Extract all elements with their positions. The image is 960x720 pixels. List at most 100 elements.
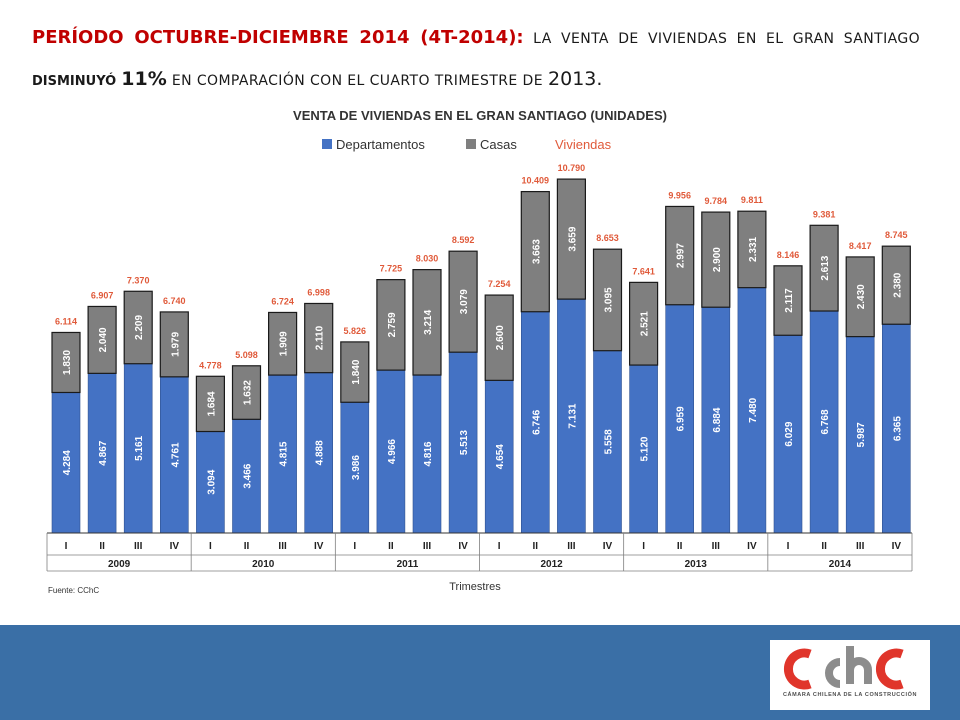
bar-casas bbox=[520, 190, 550, 313]
tick-label-quarter: I bbox=[65, 541, 68, 552]
label-viviendas: 8.592 bbox=[452, 235, 475, 245]
label-casas: 3.214 bbox=[423, 309, 434, 334]
tick-label-quarter: II bbox=[677, 541, 683, 552]
label-casas: 2.600 bbox=[495, 325, 506, 350]
label-departamentos: 3.466 bbox=[243, 463, 254, 488]
label-departamentos: 4.888 bbox=[315, 440, 326, 465]
bar-casas bbox=[340, 341, 370, 403]
bar-casas bbox=[845, 256, 875, 338]
bar-departamentos bbox=[123, 363, 153, 534]
bar-casas bbox=[304, 302, 334, 374]
bar-departamentos bbox=[412, 374, 442, 534]
axis-layer: I II III IV I II III IV I II III IV I II III IV I II III IV… bbox=[46, 532, 913, 572]
label-casas: 3.659 bbox=[567, 226, 578, 251]
label-casas: 2.117 bbox=[784, 288, 795, 313]
source-note: Fuente: CChC bbox=[48, 586, 99, 595]
label-departamentos: 6.884 bbox=[712, 407, 723, 432]
bar-casas bbox=[592, 248, 623, 352]
tick-label-quarter: II bbox=[99, 541, 105, 552]
label-departamentos: 5.558 bbox=[604, 429, 615, 454]
tick-label-year: 2012 bbox=[540, 559, 563, 570]
label-casas: 2.521 bbox=[640, 311, 651, 336]
bar-casas bbox=[881, 245, 911, 325]
label-viviendas: 7.370 bbox=[127, 275, 150, 285]
label-casas: 2.040 bbox=[98, 327, 109, 352]
label-casas: 1.830 bbox=[62, 350, 73, 375]
tick-label-quarter: IV bbox=[170, 541, 180, 552]
label-viviendas: 10.409 bbox=[522, 176, 550, 186]
headline-text-2: EN COMPARACIÓN CON EL CUARTO TRIMESTRE D… bbox=[171, 73, 543, 89]
label-departamentos: 6.365 bbox=[892, 416, 903, 441]
bar-casas bbox=[87, 305, 117, 374]
tick-label-year: 2010 bbox=[252, 559, 275, 570]
label-casas: 3.079 bbox=[459, 289, 470, 314]
bar-casas bbox=[195, 375, 225, 433]
label-departamentos: 4.284 bbox=[62, 450, 73, 475]
label-casas: 1.909 bbox=[279, 331, 290, 356]
headline-year: 2013. bbox=[548, 68, 603, 90]
label-departamentos: 3.094 bbox=[206, 469, 217, 494]
label-viviendas: 9.956 bbox=[668, 190, 691, 200]
bar-departamentos bbox=[484, 380, 514, 534]
label-viviendas: 8.146 bbox=[777, 250, 800, 260]
tick-label-year: 2014 bbox=[829, 559, 852, 570]
bar-departamentos bbox=[520, 311, 550, 534]
label-departamentos: 6.768 bbox=[820, 409, 831, 434]
tick-label-year: 2011 bbox=[397, 559, 419, 570]
tick-label-quarter: III bbox=[856, 541, 865, 552]
label-departamentos: 4.654 bbox=[495, 444, 506, 469]
tick-label-quarter: I bbox=[498, 541, 501, 552]
bar-casas bbox=[773, 265, 803, 336]
label-casas: 2.331 bbox=[748, 236, 759, 261]
bar-departamentos bbox=[160, 376, 189, 534]
label-casas: 2.900 bbox=[712, 247, 723, 272]
label-viviendas: 4.778 bbox=[199, 360, 222, 370]
tick-label-quarter: IV bbox=[314, 541, 324, 552]
label-viviendas: 9.811 bbox=[741, 195, 763, 205]
label-casas: 3.663 bbox=[531, 239, 542, 264]
tick-label-quarter: I bbox=[353, 541, 356, 552]
label-casas: 2.209 bbox=[134, 315, 145, 340]
label-viviendas: 7.254 bbox=[488, 279, 511, 289]
bar-departamentos bbox=[593, 350, 622, 534]
bar-departamentos bbox=[268, 374, 297, 534]
bar-casas bbox=[123, 290, 153, 365]
sales-chart: VENTA DE VIVIENDAS EN EL GRAN SANTIAGO (… bbox=[46, 108, 913, 595]
label-casas: 1.840 bbox=[351, 359, 362, 384]
headline-text-1: LA VENTA DE VIVIENDAS EN EL GRAN SANTIAG… bbox=[533, 31, 921, 47]
headline: PERÍODO OCTUBRE-DICIEMBRE 2014 (4T-2014)… bbox=[32, 18, 920, 102]
label-departamentos: 6.746 bbox=[531, 409, 542, 434]
headline-period: PERÍODO OCTUBRE-DICIEMBRE 2014 (4T-2014)… bbox=[32, 27, 524, 48]
tick-label-quarter: IV bbox=[603, 541, 613, 552]
label-viviendas: 6.114 bbox=[55, 316, 77, 326]
label-viviendas: 7.725 bbox=[380, 264, 403, 274]
legend-swatch-departamentos bbox=[322, 139, 332, 149]
bar-departamentos bbox=[737, 287, 767, 534]
bar-casas bbox=[556, 178, 587, 300]
headline-percent: 11% bbox=[121, 68, 167, 90]
label-departamentos: 4.815 bbox=[279, 441, 290, 466]
label-departamentos: 5.987 bbox=[856, 422, 867, 447]
label-viviendas: 9.381 bbox=[813, 209, 836, 219]
legend-swatch-casas bbox=[466, 139, 476, 149]
label-departamentos: 6.029 bbox=[784, 421, 795, 446]
tick-label-quarter: III bbox=[567, 541, 576, 552]
label-casas: 2.110 bbox=[315, 325, 326, 350]
tick-label-quarter: II bbox=[533, 541, 539, 552]
cchc-logo-icon bbox=[784, 646, 904, 690]
tick-label-quarter: III bbox=[134, 541, 143, 552]
bar-casas bbox=[701, 211, 731, 308]
bar-casas bbox=[376, 279, 406, 371]
bar-casas bbox=[268, 311, 298, 376]
legend-label-departamentos: Departamentos bbox=[336, 137, 425, 152]
legend-label-casas: Casas bbox=[480, 137, 517, 152]
label-departamentos: 5.161 bbox=[134, 435, 145, 460]
bar-casas bbox=[448, 250, 478, 353]
chart-title: VENTA DE VIVIENDAS EN EL GRAN SANTIAGO (… bbox=[293, 108, 667, 123]
label-departamentos: 4.966 bbox=[387, 439, 398, 464]
bar-departamentos bbox=[557, 298, 586, 534]
label-viviendas: 9.784 bbox=[705, 196, 728, 206]
label-viviendas: 10.790 bbox=[558, 163, 586, 173]
bar-departamentos bbox=[701, 306, 731, 534]
tick-label-quarter: II bbox=[244, 541, 250, 552]
